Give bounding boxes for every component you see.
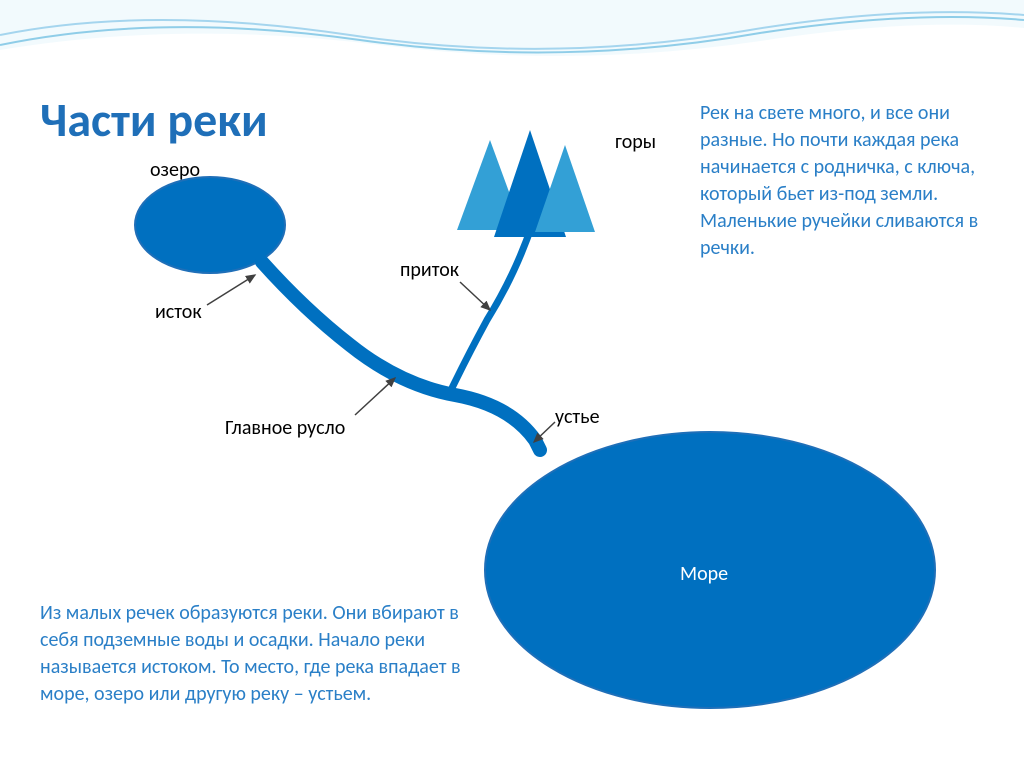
label-mouth: устье	[555, 405, 600, 429]
label-source: исток	[155, 300, 202, 324]
label-main-channel: Главное русло	[225, 416, 345, 440]
label-lake: озеро	[150, 158, 200, 182]
label-sea: Море	[680, 562, 728, 586]
tributary	[452, 225, 532, 388]
bottom-paragraph: Из малых речек образуются реки. Они вбир…	[40, 600, 470, 708]
label-mountains: горы	[615, 130, 656, 154]
arrow-tributary	[460, 282, 490, 310]
arrow-main-channel	[355, 378, 395, 415]
arrow-source	[207, 275, 255, 305]
side-paragraph: Рек на свете много, и все они разные. Но…	[700, 100, 990, 262]
label-tributary: приток	[400, 258, 459, 282]
